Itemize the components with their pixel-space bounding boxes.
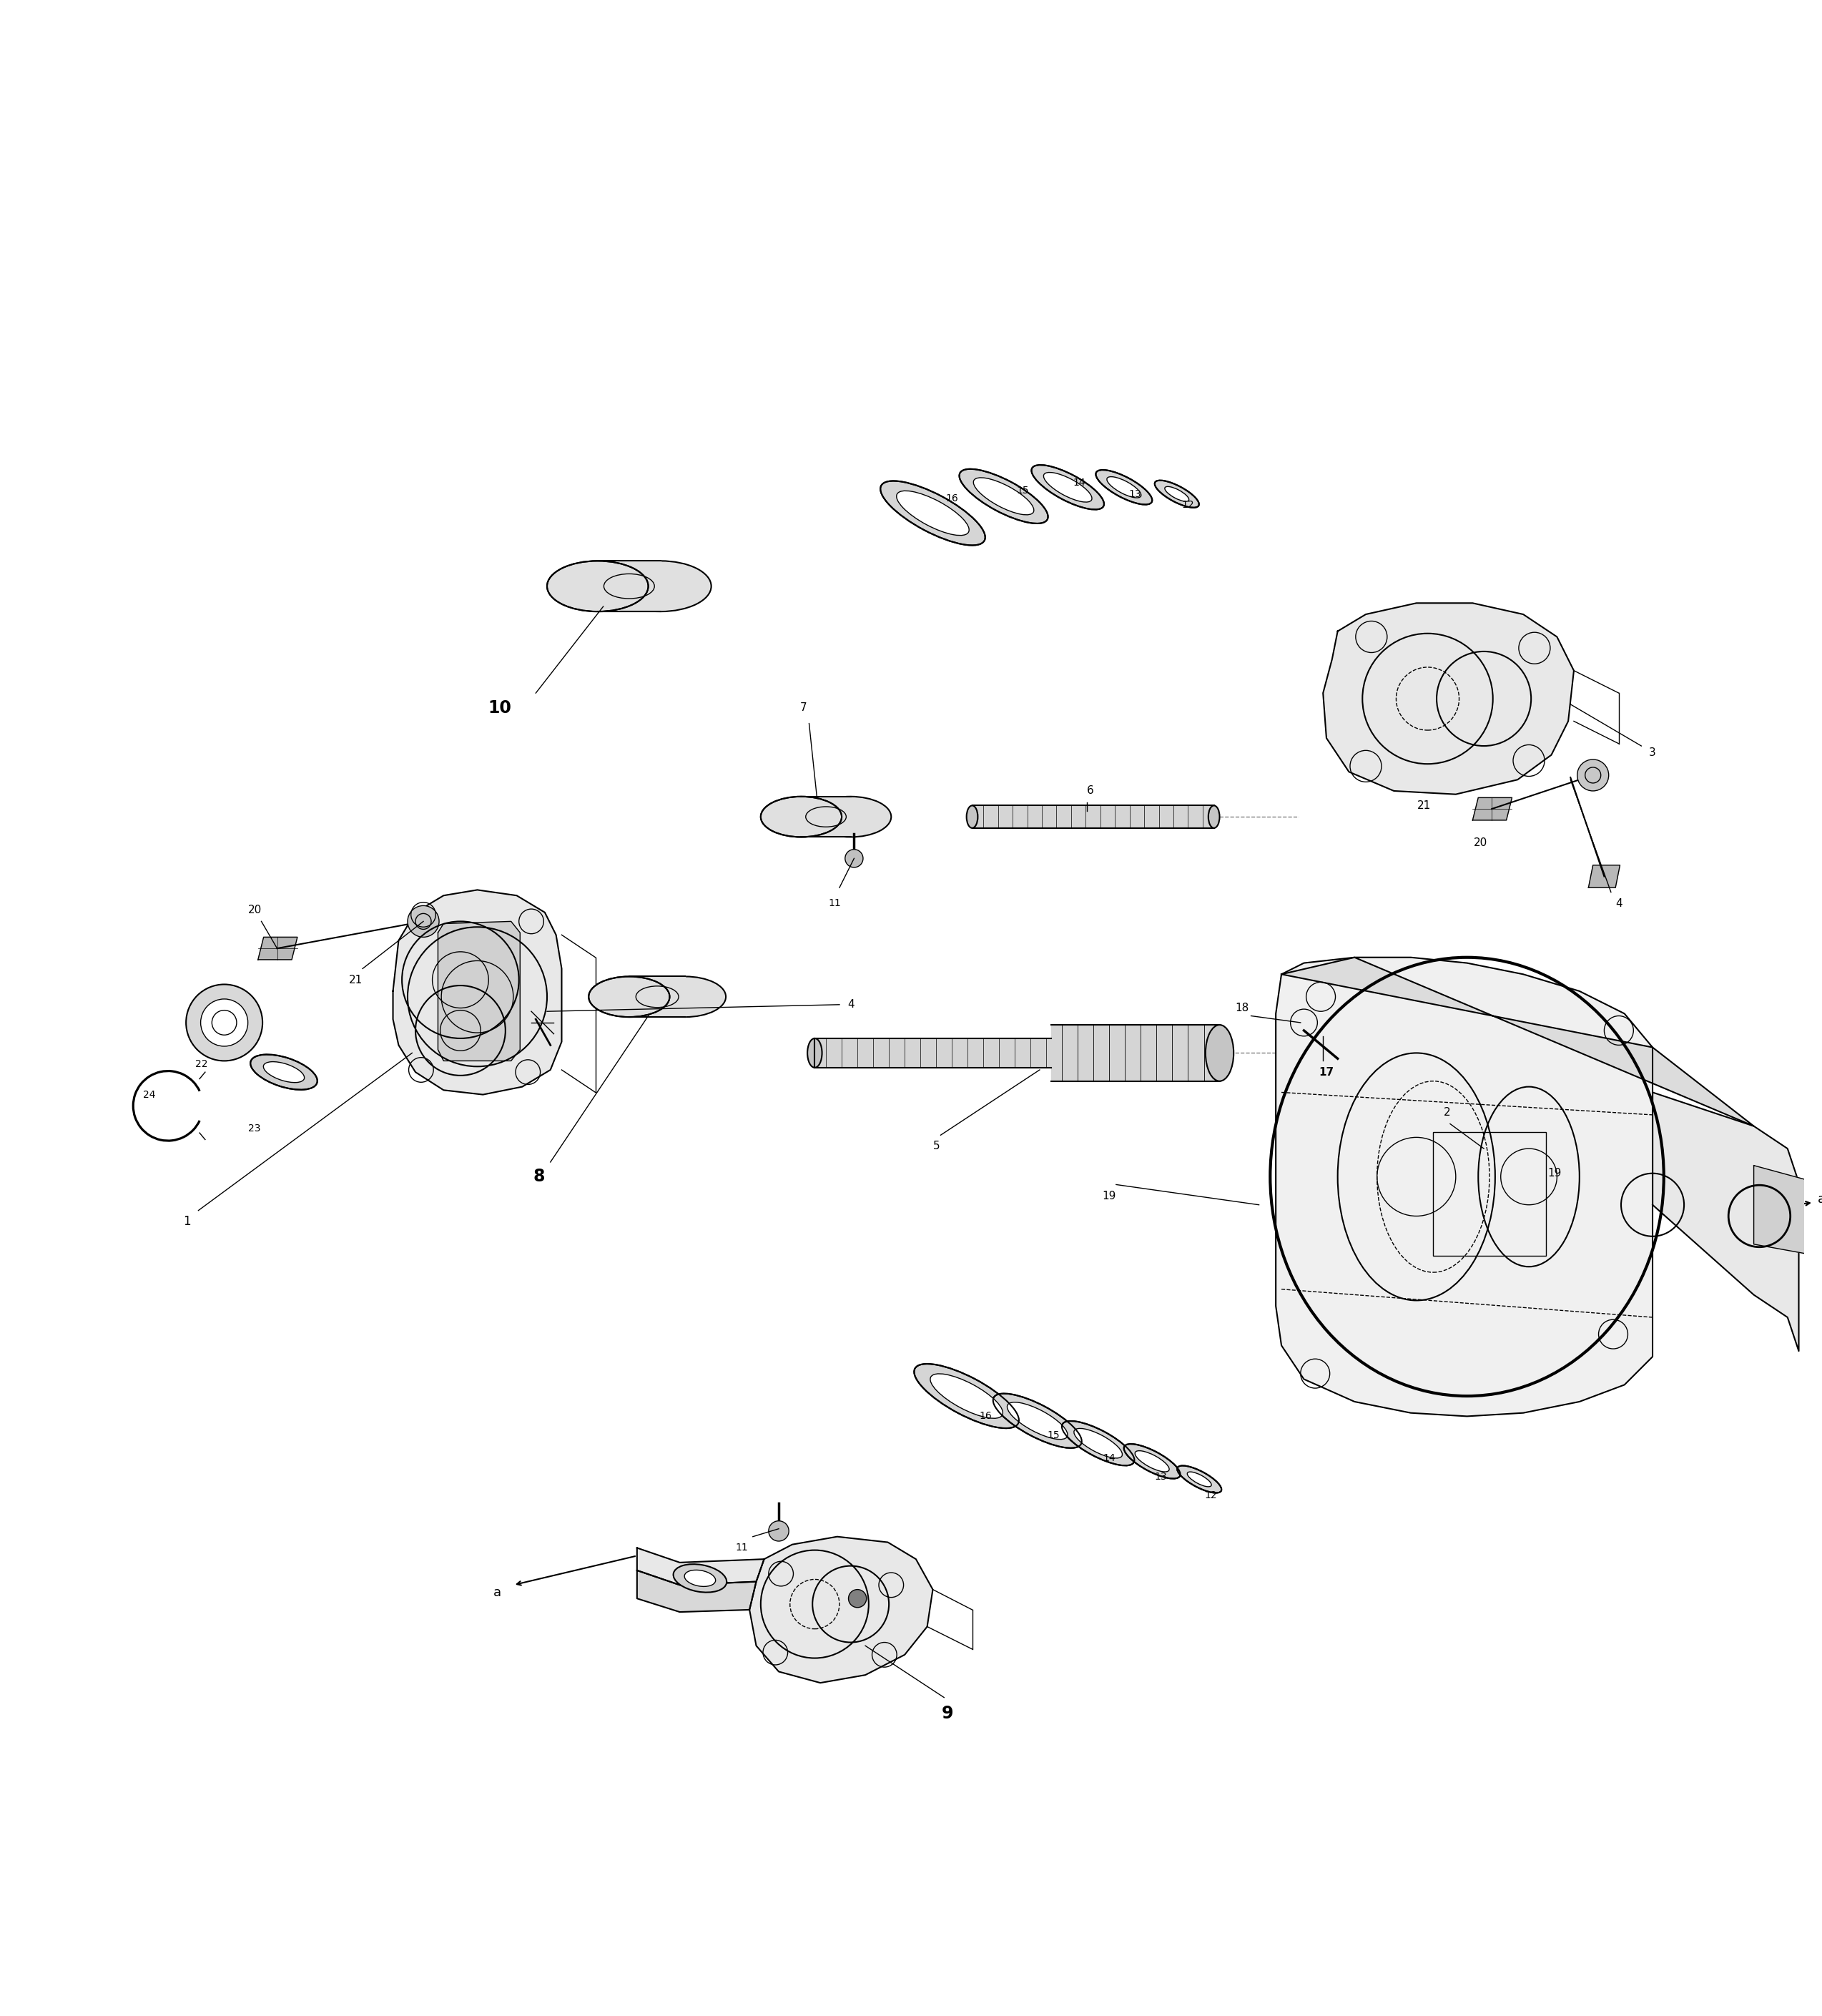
Text: 18: 18 [1235,1002,1248,1014]
Text: 4: 4 [847,1000,855,1010]
Text: 14: 14 [1102,1454,1115,1464]
Ellipse shape [685,1570,716,1587]
Ellipse shape [973,478,1033,514]
Text: 21: 21 [350,974,363,986]
Polygon shape [638,1548,763,1585]
Text: 11: 11 [736,1542,749,1552]
Circle shape [408,905,439,937]
Text: 17: 17 [1319,1066,1334,1077]
Ellipse shape [1124,1443,1181,1478]
Text: 12: 12 [1204,1490,1217,1500]
Ellipse shape [1095,470,1152,504]
Ellipse shape [610,560,711,611]
Polygon shape [259,937,297,960]
Ellipse shape [186,984,262,1060]
Ellipse shape [915,1365,1018,1427]
Polygon shape [802,796,851,837]
Text: 9: 9 [942,1706,953,1722]
Text: 4: 4 [1616,897,1622,909]
Text: 6: 6 [1086,786,1093,796]
Circle shape [769,1520,789,1540]
Circle shape [849,1589,867,1607]
Text: 21: 21 [1418,800,1430,810]
Text: 22: 22 [195,1058,208,1068]
Ellipse shape [1008,1403,1068,1439]
Circle shape [845,849,864,867]
Text: 19: 19 [1549,1167,1561,1179]
Ellipse shape [200,1000,248,1046]
Text: 15: 15 [1048,1431,1059,1439]
Polygon shape [1323,603,1574,794]
Ellipse shape [1031,466,1104,510]
Text: a: a [494,1587,501,1599]
Polygon shape [1755,1165,1817,1256]
Ellipse shape [807,1038,822,1068]
Polygon shape [629,976,685,1016]
Polygon shape [1275,958,1653,1417]
Text: 20: 20 [1474,837,1487,849]
Text: 11: 11 [829,899,842,909]
Polygon shape [814,1038,1051,1068]
Ellipse shape [1135,1452,1170,1472]
Text: 5: 5 [933,1141,940,1151]
Ellipse shape [1208,806,1219,829]
Text: 19: 19 [1102,1191,1117,1202]
Bar [1434,1131,1545,1256]
Ellipse shape [264,1062,304,1083]
Polygon shape [1472,798,1512,821]
Polygon shape [1051,1024,1219,1081]
Ellipse shape [589,976,670,1016]
Circle shape [1578,760,1609,790]
Text: 24: 24 [142,1089,155,1099]
Ellipse shape [960,470,1048,524]
Polygon shape [598,560,661,611]
Text: 13: 13 [1155,1472,1168,1482]
Ellipse shape [1177,1466,1221,1494]
Ellipse shape [1188,1472,1212,1486]
Ellipse shape [250,1054,317,1091]
Ellipse shape [896,490,969,536]
Polygon shape [1589,865,1620,887]
Ellipse shape [1044,472,1091,502]
Ellipse shape [1073,1429,1122,1458]
Ellipse shape [880,482,986,544]
Text: 23: 23 [248,1123,261,1133]
Polygon shape [394,889,561,1095]
Polygon shape [1653,1093,1798,1351]
Text: 16: 16 [946,494,958,504]
Ellipse shape [993,1393,1082,1447]
Ellipse shape [762,796,842,837]
Ellipse shape [1062,1421,1135,1466]
Ellipse shape [1155,480,1199,508]
Ellipse shape [645,976,725,1016]
Polygon shape [638,1570,756,1613]
Ellipse shape [674,1564,727,1593]
Ellipse shape [1164,486,1190,502]
Polygon shape [973,806,1213,829]
Ellipse shape [1206,1024,1233,1081]
Ellipse shape [547,560,649,611]
Text: 7: 7 [800,702,807,714]
Ellipse shape [1106,476,1141,498]
Text: 12: 12 [1182,500,1195,510]
Text: 16: 16 [978,1411,991,1421]
Text: 2: 2 [1443,1107,1450,1119]
Text: 15: 15 [1017,486,1029,496]
Ellipse shape [811,796,891,837]
Text: 20: 20 [248,905,262,915]
Polygon shape [749,1536,933,1683]
Ellipse shape [931,1373,1002,1419]
Polygon shape [1281,958,1755,1127]
Text: 10: 10 [488,700,512,716]
Text: a: a [1817,1193,1822,1206]
Polygon shape [437,921,519,1060]
Text: 1: 1 [184,1216,191,1228]
Text: 13: 13 [1130,490,1142,500]
Ellipse shape [966,806,978,829]
Text: 8: 8 [534,1167,545,1185]
Text: 14: 14 [1073,478,1086,488]
Text: 3: 3 [1649,748,1656,758]
